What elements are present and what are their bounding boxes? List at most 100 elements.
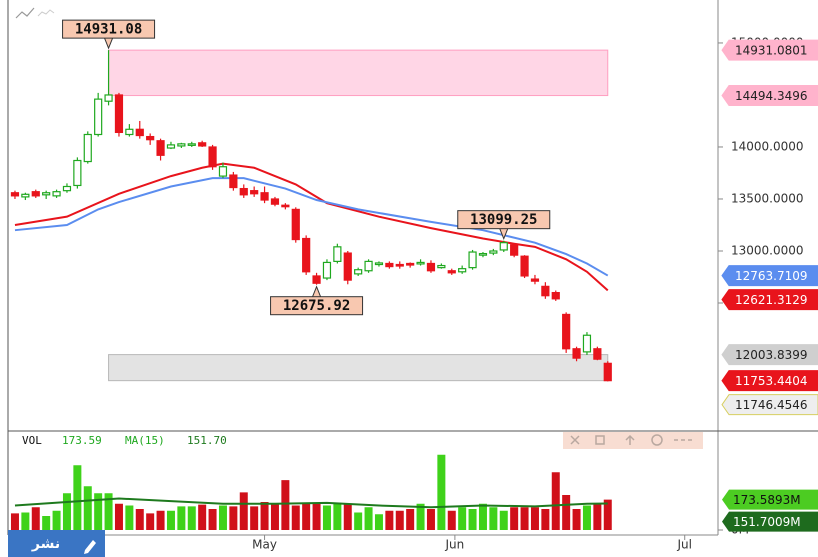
price-label-bg xyxy=(721,370,818,392)
volume-bar xyxy=(52,510,61,530)
settings-icon[interactable] xyxy=(651,434,663,446)
candle-body xyxy=(426,262,436,272)
volume-bar xyxy=(333,502,342,530)
volume-bar xyxy=(572,509,581,530)
volume-bar xyxy=(125,505,134,530)
volume-bar xyxy=(62,493,71,530)
price-zone xyxy=(108,354,609,382)
volume-bar xyxy=(468,509,477,530)
volume-bar xyxy=(94,493,103,530)
price-label: 12763.7109 xyxy=(735,269,808,283)
volume-bar xyxy=(416,503,425,530)
volume-bar xyxy=(582,505,591,530)
volume-bar xyxy=(42,516,51,530)
annotation-pointer xyxy=(499,228,509,241)
up-icon[interactable] xyxy=(625,434,635,445)
volume-bar xyxy=(104,493,113,530)
volume-ma-line xyxy=(14,497,608,509)
volume-bar xyxy=(478,503,487,530)
annotation-pointer xyxy=(312,285,322,297)
candle-body xyxy=(520,255,529,277)
candle-body xyxy=(10,192,20,197)
chart-type-icon[interactable] xyxy=(15,7,55,19)
annotation-pointer xyxy=(104,37,114,50)
candle-body xyxy=(343,252,352,281)
volume-bar xyxy=(156,510,165,530)
price-label: 12003.8399 xyxy=(735,348,808,362)
candle-body xyxy=(312,275,321,284)
candle-body xyxy=(146,135,155,141)
candle-body xyxy=(281,204,290,208)
volume-bar xyxy=(364,507,373,530)
volume-bar xyxy=(83,486,92,530)
volume-toolbar xyxy=(563,432,703,449)
close-icon[interactable] xyxy=(570,435,580,445)
icon-line xyxy=(37,9,55,17)
candle-body xyxy=(447,270,456,274)
candle-body xyxy=(114,94,124,134)
volume-bar xyxy=(208,509,217,530)
volume-bar xyxy=(218,505,227,530)
volume-bar xyxy=(322,505,331,530)
candle-body xyxy=(42,192,51,196)
candle-body xyxy=(52,191,61,197)
volume-bar xyxy=(458,507,467,530)
candle-body xyxy=(374,262,384,266)
annotation-label: 12675.92 xyxy=(283,298,350,314)
volume-bar xyxy=(489,507,498,530)
price-label-bg xyxy=(721,289,818,311)
candle-body xyxy=(489,250,498,254)
volume-bar xyxy=(562,495,571,530)
volume-bar xyxy=(302,503,311,530)
candle-body xyxy=(354,269,363,275)
volume-bar xyxy=(343,503,352,530)
share-button-bg[interactable] xyxy=(8,530,105,557)
volume-label-bg xyxy=(722,489,818,510)
volume-bar xyxy=(73,465,82,530)
price-label: 12621.3129 xyxy=(735,293,808,307)
candle-body xyxy=(333,246,342,262)
maximize-icon[interactable] xyxy=(595,435,605,445)
annotation-label: 14931.08 xyxy=(75,22,142,38)
pencil-icon xyxy=(84,540,96,554)
volume-label-bg xyxy=(722,511,818,532)
candle-body xyxy=(385,262,394,268)
volume-bar xyxy=(31,507,40,530)
price-label-bg xyxy=(721,265,818,287)
volume-bar xyxy=(426,509,435,530)
candle-body xyxy=(94,98,103,136)
share-button-label[interactable]: نشر xyxy=(31,536,60,552)
candle-body xyxy=(83,133,92,163)
volume-bar xyxy=(354,512,363,530)
candle-body xyxy=(177,143,186,147)
price-label: 11753.4404 xyxy=(735,374,808,388)
volume-bar xyxy=(395,510,404,530)
candle-body xyxy=(416,261,425,265)
volume-bar xyxy=(593,503,602,530)
candle-body xyxy=(239,187,248,196)
candle-body xyxy=(291,208,300,241)
volume-bar xyxy=(499,510,508,530)
candle-body xyxy=(322,261,332,279)
annotation-box xyxy=(270,296,364,316)
volume-bar xyxy=(603,499,612,530)
volume-bar xyxy=(551,472,560,530)
candle-body xyxy=(260,192,269,201)
volume-title: VOL xyxy=(22,434,42,447)
volume-label: 151.7009M xyxy=(733,515,801,529)
volume-last: 173.59 xyxy=(62,434,102,447)
candle-body xyxy=(208,146,217,168)
volume-bar xyxy=(312,502,321,530)
volume-bar xyxy=(281,480,290,530)
x-tick-label: Jul xyxy=(676,538,691,552)
candle-body xyxy=(250,190,259,195)
candle-body xyxy=(104,94,113,102)
volume-bar xyxy=(239,492,248,530)
volume-bar xyxy=(135,509,144,530)
price-zone xyxy=(108,49,609,97)
volume-bar xyxy=(447,510,456,530)
candle-body xyxy=(187,143,196,146)
annotation-box xyxy=(457,210,551,230)
share-button[interactable]: نشر xyxy=(8,530,105,557)
